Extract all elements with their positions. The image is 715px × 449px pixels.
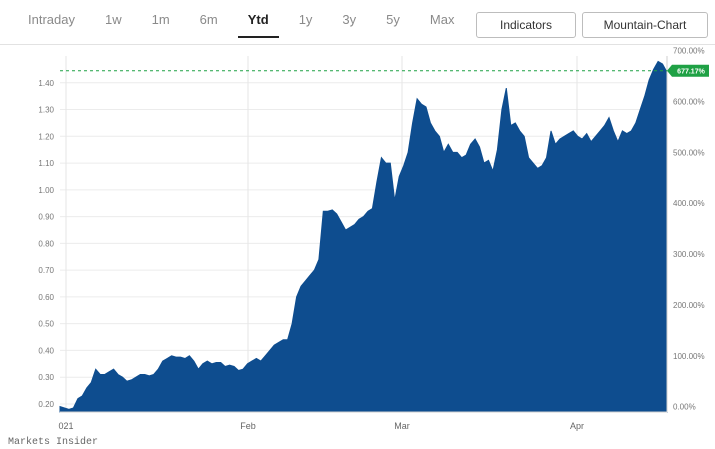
tab-1w[interactable]: 1w	[104, 12, 122, 27]
x-tick-label: Feb	[240, 421, 256, 431]
price-chart: 0.20 0.30 0.40 0.50 0.60 0.70 0.80 0.90 1.00 1.10…	[38, 47, 709, 431]
y-tick-label: 0.60	[38, 293, 54, 302]
y-tick-label: 0.50	[38, 320, 54, 329]
current-value-label: 677.17%	[677, 69, 705, 76]
current-value-badge	[667, 64, 709, 77]
y2-tick-label: 400.00%	[673, 199, 705, 208]
timeframe-tabs: Intraday 1w 1m 6m Ytd 1y 3y 5y Max	[18, 8, 474, 38]
y-tick-label: 1.00	[38, 186, 54, 195]
y2-tick-label: 600.00%	[673, 98, 705, 107]
y2-tick-label: 0.00%	[673, 403, 696, 412]
tab-1y[interactable]: 1y	[298, 12, 313, 27]
y-tick-label: 0.30	[38, 373, 54, 382]
y2-tick-label: 300.00%	[673, 250, 705, 259]
tab-ytd[interactable]: Ytd	[237, 8, 279, 38]
x-tick-label: 021	[58, 421, 73, 431]
y2-tick-label: 200.00%	[673, 301, 705, 310]
x-tick-label: Apr	[570, 421, 584, 431]
y-tick-label: 1.30	[38, 106, 54, 115]
y2-tick-label: 500.00%	[673, 148, 705, 157]
y-tick-label: 1.40	[38, 79, 54, 88]
tab-max[interactable]: Max	[429, 12, 455, 27]
indicators-button[interactable]: Indicators	[476, 12, 576, 38]
y-tick-label: 0.90	[38, 213, 54, 222]
chart-type-button[interactable]: Mountain-Chart	[582, 12, 708, 38]
y2-tick-label: 700.00%	[673, 47, 705, 56]
y2-tick-label: 100.00%	[673, 352, 705, 361]
x-tick-label: Mar	[394, 421, 410, 431]
tab-intraday[interactable]: Intraday	[28, 12, 75, 27]
price-area	[59, 60, 668, 413]
y-tick-label: 1.20	[38, 132, 54, 141]
y-tick-label: 0.80	[38, 239, 54, 248]
header-divider	[0, 44, 715, 45]
y-tick-label: 0.70	[38, 266, 54, 275]
tab-6m[interactable]: 6m	[199, 12, 218, 27]
tab-3y[interactable]: 3y	[342, 12, 357, 27]
y-tick-label: 1.10	[38, 159, 54, 168]
tab-1m[interactable]: 1m	[151, 12, 170, 27]
tab-5y[interactable]: 5y	[386, 12, 400, 27]
source-footer: Markets Insider	[8, 437, 99, 448]
y-tick-label: 0.40	[38, 346, 54, 355]
y-tick-label: 0.20	[38, 400, 54, 409]
